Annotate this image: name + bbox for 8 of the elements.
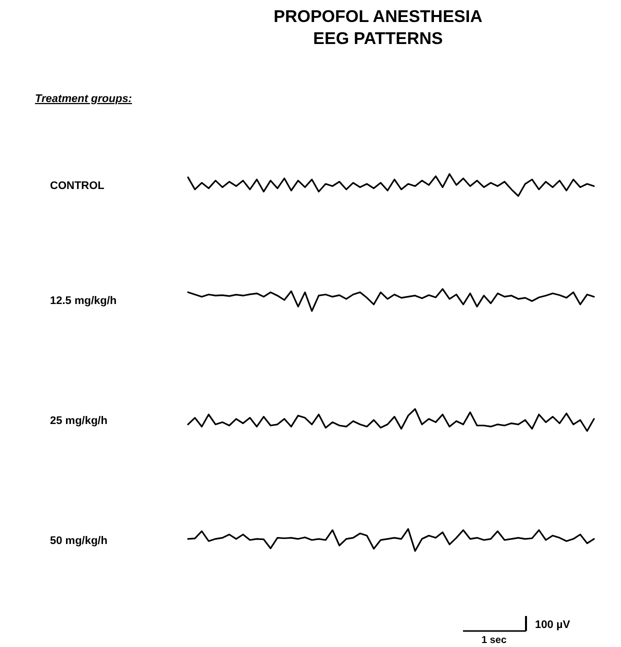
- text: 1 sec: [481, 635, 507, 646]
- text: CONTROL: [50, 180, 105, 192]
- text: 50 mg/kg/h: [50, 535, 108, 547]
- chart-title: PROPOFOL ANESTHESIA EEG PATTERNS: [274, 7, 482, 48]
- text: 12.5 mg/kg/h: [50, 295, 117, 307]
- text: 25 mg/kg/h: [50, 415, 108, 427]
- text: Treatment groups:: [35, 93, 132, 105]
- text: 100 µV: [535, 619, 571, 631]
